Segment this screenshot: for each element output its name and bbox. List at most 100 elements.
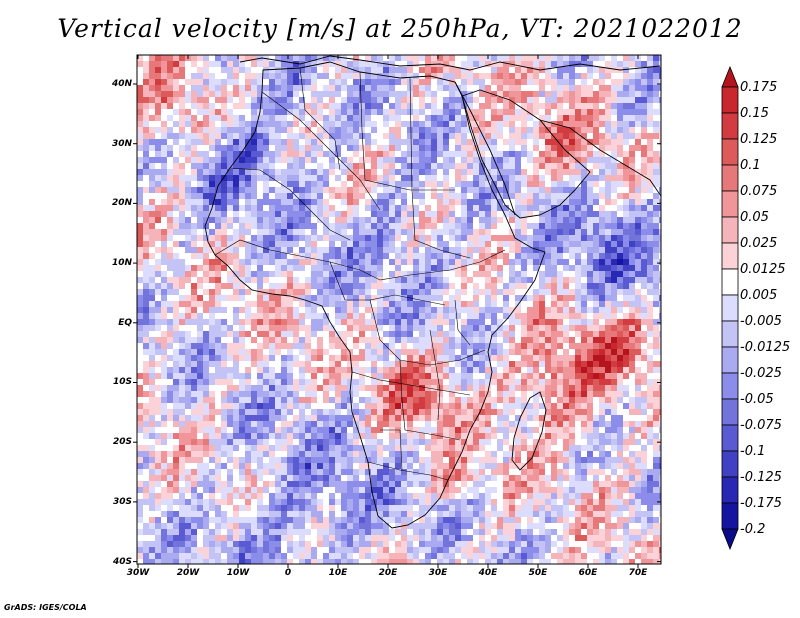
field-cell [587, 163, 593, 169]
field-cell [383, 295, 389, 301]
field-cell [635, 385, 641, 391]
field-cell [149, 319, 155, 325]
field-cell [413, 391, 419, 397]
field-cell [167, 85, 173, 91]
field-cell [311, 271, 317, 277]
field-cell [491, 67, 497, 73]
field-cell [539, 181, 545, 187]
field-cell [341, 97, 347, 103]
field-cell [557, 79, 563, 85]
field-cell [461, 151, 467, 157]
field-cell [485, 139, 491, 145]
field-cell [191, 175, 197, 181]
field-cell [443, 229, 449, 235]
field-cell [557, 319, 563, 325]
field-cell [521, 97, 527, 103]
field-cell [569, 109, 575, 115]
field-cell [413, 193, 419, 199]
field-cell [401, 61, 407, 67]
field-cell [263, 331, 269, 337]
field-cell [293, 169, 299, 175]
field-cell [347, 115, 353, 121]
field-cell [269, 259, 275, 265]
field-cell [275, 337, 281, 343]
field-cell [575, 79, 581, 85]
field-cell [197, 85, 203, 91]
field-cell [569, 169, 575, 175]
field-cell [311, 223, 317, 229]
field-cell [353, 79, 359, 85]
field-cell [257, 229, 263, 235]
field-cell [557, 283, 563, 289]
field-cell [377, 367, 383, 373]
field-cell [431, 349, 437, 355]
field-cell [539, 337, 545, 343]
field-cell [641, 91, 647, 97]
field-cell [425, 241, 431, 247]
field-cell [203, 157, 209, 163]
field-cell [575, 97, 581, 103]
field-cell [239, 109, 245, 115]
field-cell [203, 73, 209, 79]
field-cell [539, 163, 545, 169]
field-cell [581, 295, 587, 301]
field-cell [557, 85, 563, 91]
field-cell [605, 145, 611, 151]
field-cell [245, 85, 251, 91]
field-cell [377, 211, 383, 217]
field-cell [203, 301, 209, 307]
field-cell [605, 277, 611, 283]
field-cell [347, 343, 353, 349]
field-cell [521, 127, 527, 133]
field-cell [521, 73, 527, 79]
field-cell [233, 295, 239, 301]
field-cell [209, 343, 215, 349]
field-cell [455, 379, 461, 385]
field-cell [389, 163, 395, 169]
field-cell [515, 379, 521, 385]
field-cell [341, 271, 347, 277]
field-cell [527, 331, 533, 337]
field-cell [221, 349, 227, 355]
field-cell [323, 391, 329, 397]
field-cell [461, 301, 467, 307]
field-cell [149, 67, 155, 73]
field-cell [161, 355, 167, 361]
field-cell [629, 187, 635, 193]
field-cell [197, 337, 203, 343]
field-cell [545, 109, 551, 115]
field-cell [179, 127, 185, 133]
field-cell [395, 145, 401, 151]
field-cell [137, 115, 143, 121]
field-cell [221, 373, 227, 379]
field-cell [533, 175, 539, 181]
field-cell [425, 277, 431, 283]
field-cell [521, 139, 527, 145]
field-cell [419, 133, 425, 139]
field-cell [173, 301, 179, 307]
field-cell [539, 301, 545, 307]
field-cell [191, 283, 197, 289]
field-cell [653, 115, 659, 121]
field-cell [395, 301, 401, 307]
field-cell [185, 241, 191, 247]
field-cell [527, 349, 533, 355]
field-cell [245, 301, 251, 307]
field-cell [515, 217, 521, 223]
field-cell [251, 175, 257, 181]
field-cell [635, 367, 641, 373]
field-cell [185, 91, 191, 97]
field-cell [449, 79, 455, 85]
field-cell [653, 385, 659, 391]
field-cell [515, 277, 521, 283]
field-cell [395, 337, 401, 343]
field-cell [605, 361, 611, 367]
field-cell [425, 355, 431, 361]
field-cell [365, 331, 371, 337]
field-cell [275, 211, 281, 217]
field-cell [275, 181, 281, 187]
field-cell [293, 175, 299, 181]
field-cell [659, 79, 661, 85]
field-cell [431, 205, 437, 211]
field-cell [569, 271, 575, 277]
